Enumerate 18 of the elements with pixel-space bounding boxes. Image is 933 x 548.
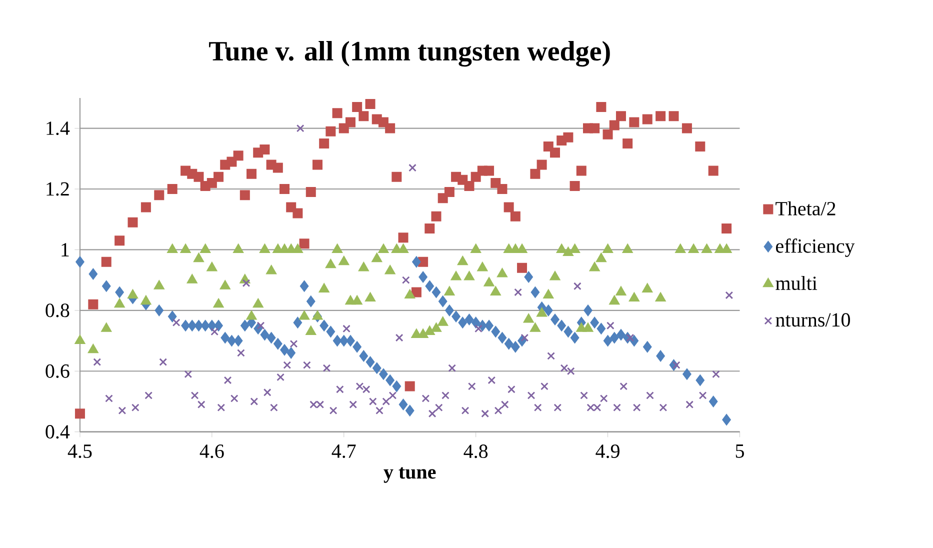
chart-title: Tune v. all (1mm tungsten wedge)	[209, 41, 610, 67]
x-tick-label: 4.8	[464, 444, 488, 458]
legend-label: nturns/10	[776, 313, 850, 327]
y-tick-label: 1	[62, 243, 69, 256]
x-tick-label: 4.7	[332, 444, 356, 458]
legend-label: multi	[776, 276, 818, 290]
legend-label: efficiency	[776, 238, 855, 258]
x-axis-title: y tune	[384, 467, 436, 483]
x-tick-label: 5	[736, 444, 744, 458]
y-tick-label: 1.4	[46, 122, 70, 136]
x-tick-label: 4.9	[596, 444, 620, 458]
y-tick-label: 0.6	[46, 364, 70, 378]
x-tick-label: 4.6	[200, 444, 224, 458]
y-tick-label: 0.8	[46, 304, 70, 318]
x-tick-label: 4.5	[68, 444, 92, 458]
legend-label: Theta/2	[776, 201, 836, 216]
y-tick-label: 0.4	[46, 425, 70, 439]
y-tick-label: 1.2	[46, 182, 69, 196]
